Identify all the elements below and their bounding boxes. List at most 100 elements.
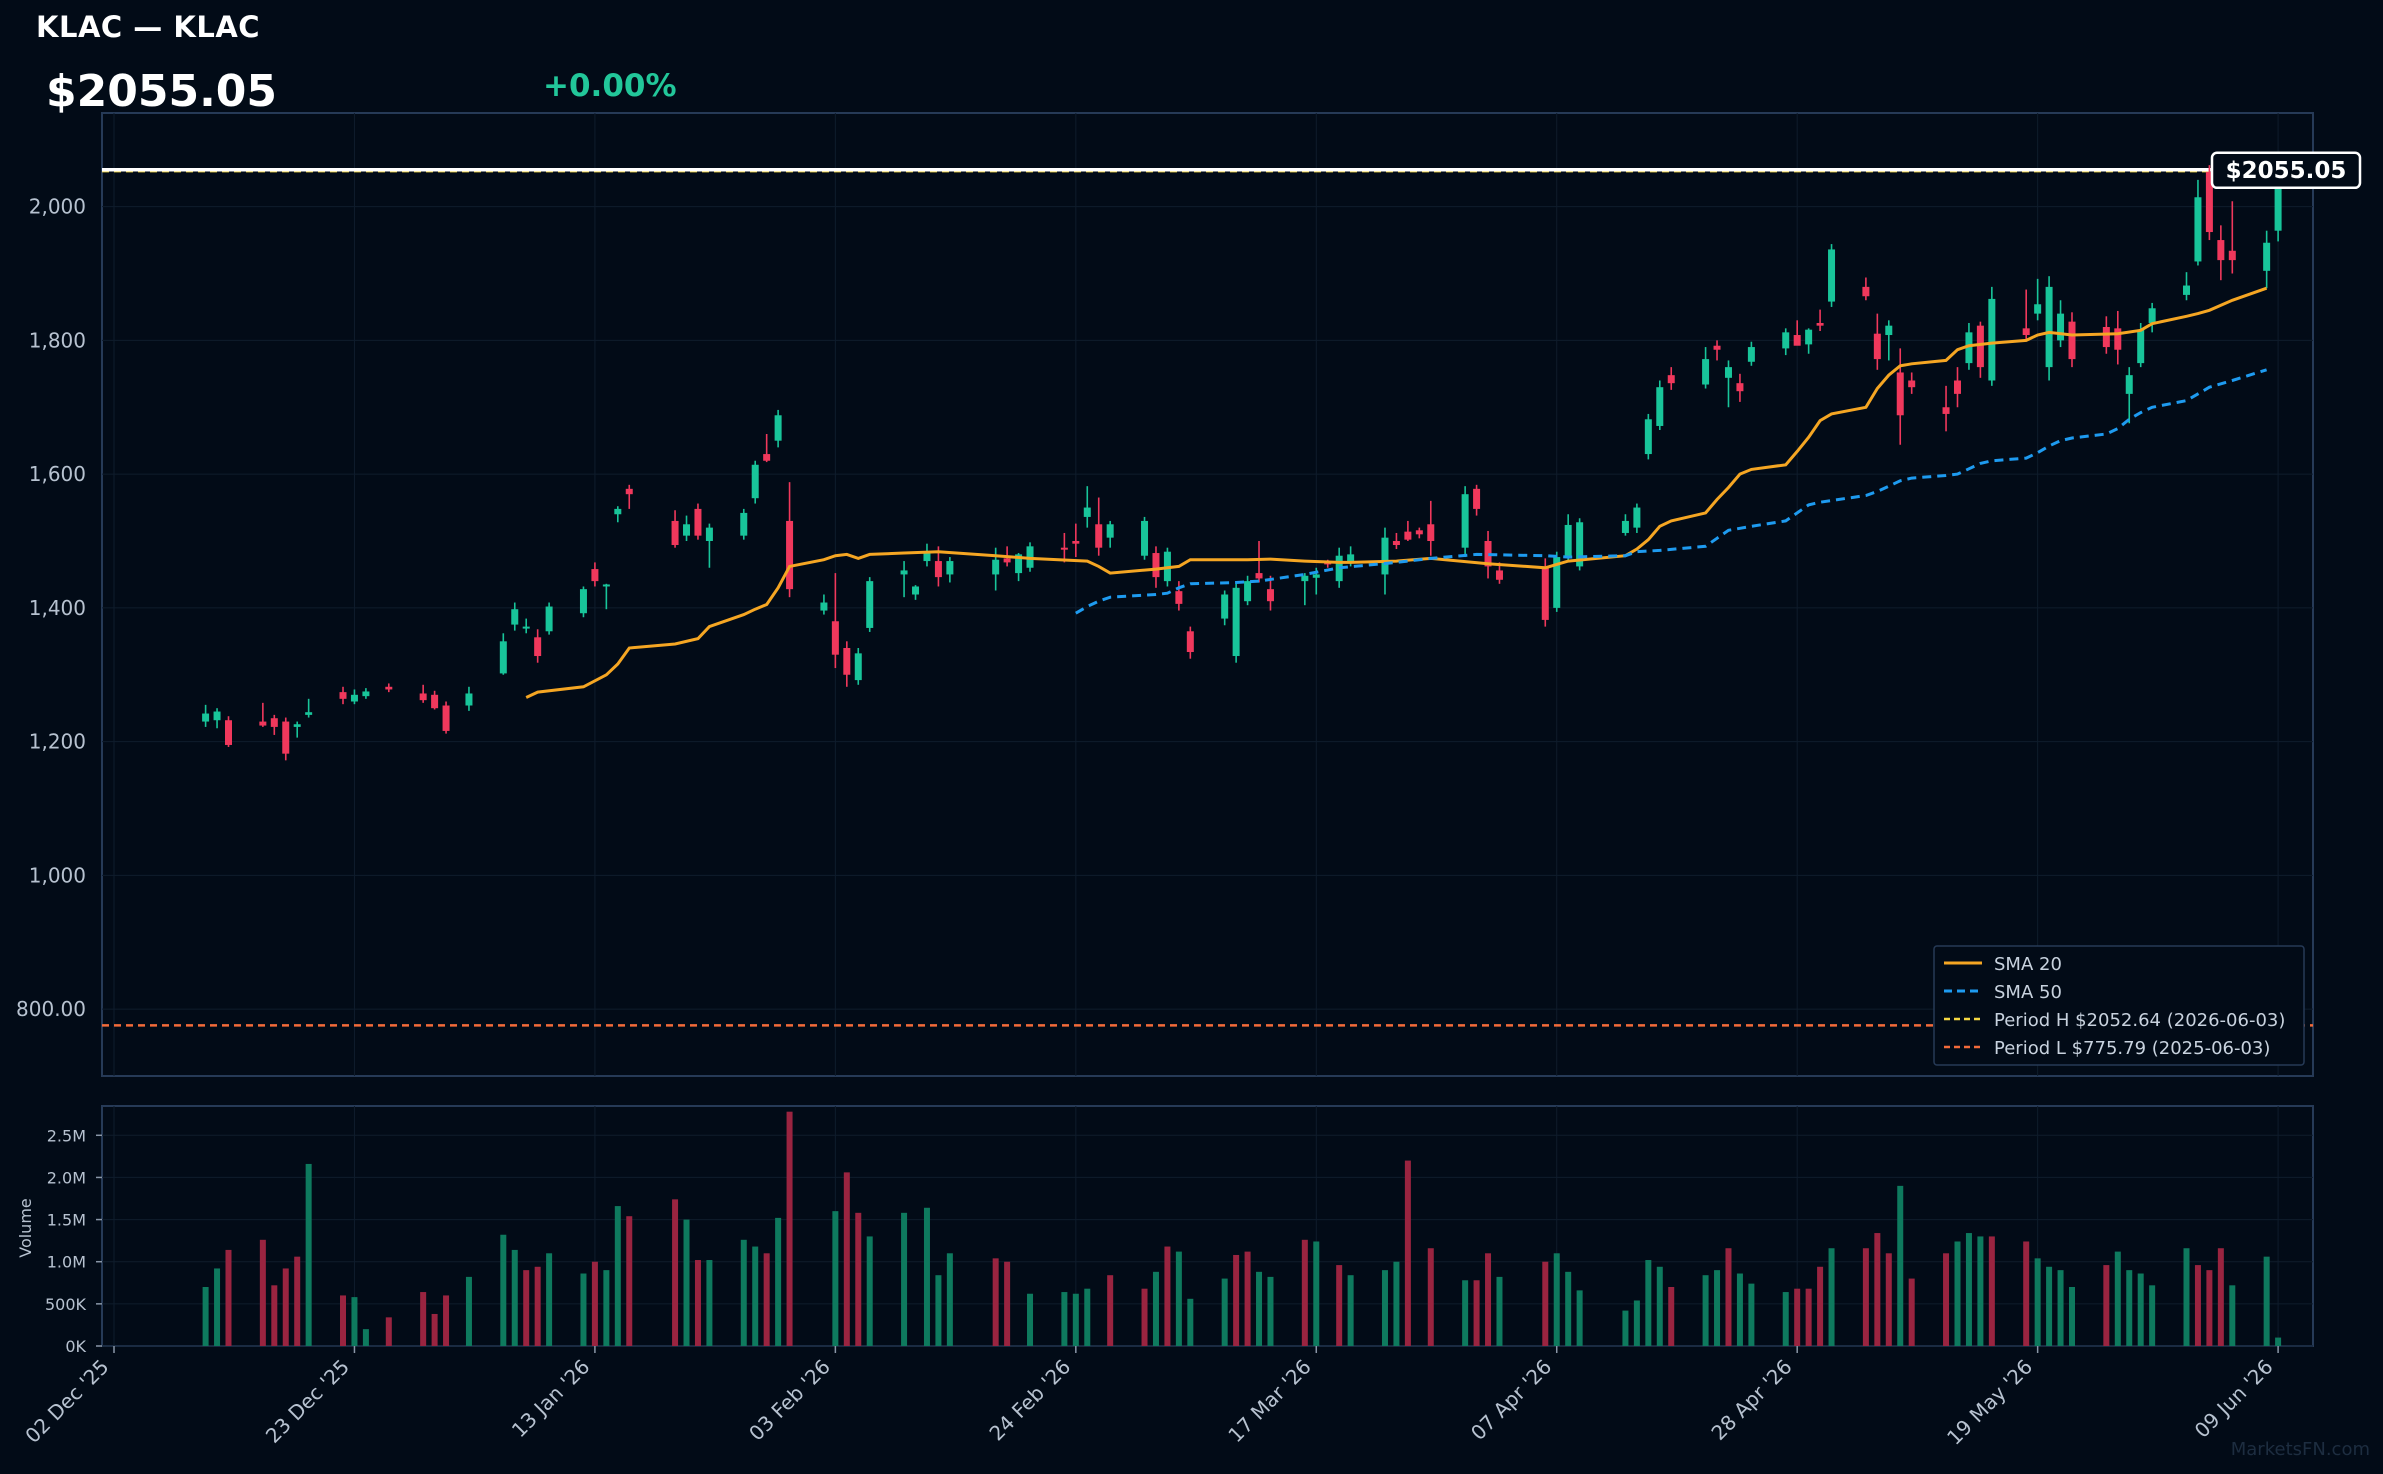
candle-body: [2068, 321, 2076, 360]
candle-body: [2137, 329, 2145, 364]
candle-body: [705, 527, 713, 541]
volume-bar: [626, 1216, 633, 1346]
candle-body: [1713, 345, 1721, 350]
volume-bar: [1656, 1266, 1663, 1346]
candle-body: [1896, 372, 1904, 416]
volume-bar: [2057, 1270, 2064, 1346]
candle-body: [1667, 375, 1675, 384]
volume-bar: [1187, 1298, 1194, 1346]
volume-bars: [202, 1111, 2282, 1346]
volume-bar: [752, 1246, 759, 1346]
volume-bar: [923, 1207, 930, 1346]
candle-body: [2045, 286, 2053, 368]
volume-y-tick-label: 2.0M: [47, 1168, 86, 1187]
volume-bar: [1347, 1275, 1354, 1346]
watermark: MarketsFN.com: [2231, 1439, 2370, 1460]
candle-body: [946, 561, 954, 575]
chart-title: KLAC — KLAC: [36, 10, 261, 44]
candle-body: [1885, 325, 1893, 336]
candle-body: [923, 553, 931, 562]
candle-body: [774, 415, 782, 441]
volume-bar: [1233, 1254, 1240, 1346]
candle-body: [2125, 375, 2133, 394]
volume-bar: [362, 1329, 369, 1346]
legend-label-sma20: SMA 20: [1994, 954, 2062, 975]
volume-bar: [1908, 1278, 1915, 1346]
volume-bar: [672, 1199, 679, 1346]
legend-box: [1933, 945, 2305, 1066]
candle-body: [1564, 524, 1572, 558]
candle-body: [2022, 328, 2030, 336]
x-tick-label: 28 Apr '26: [1706, 1355, 1796, 1445]
volume-bar: [1576, 1290, 1583, 1346]
volume-bar: [786, 1111, 793, 1346]
candle-body: [225, 720, 233, 745]
candle-body: [900, 570, 908, 575]
candle-body: [202, 713, 210, 722]
candle-body: [1141, 520, 1149, 556]
candle-body: [934, 561, 942, 578]
volume-bar: [523, 1270, 530, 1346]
volume-bar: [1496, 1276, 1503, 1346]
volume-bar: [1393, 1261, 1400, 1346]
volume-bar: [1244, 1251, 1251, 1346]
candle-body: [1060, 547, 1068, 550]
candle-body: [1106, 524, 1114, 538]
candle-body: [2263, 242, 2271, 271]
candle-body: [671, 520, 679, 546]
price-change: +0.00%: [543, 68, 677, 104]
volume-bar: [1977, 1236, 1984, 1346]
price-plot-frame: [101, 112, 2314, 1077]
candle-body: [1862, 286, 1870, 297]
volume-bar: [225, 1249, 232, 1346]
volume-bar: [1736, 1273, 1743, 1346]
candle-body: [1541, 567, 1549, 620]
candle-body: [545, 606, 553, 632]
x-tick-label: 17 Mar '26: [1223, 1355, 1316, 1448]
volume-bar: [1221, 1278, 1228, 1346]
volume-bar: [2275, 1337, 2282, 1346]
candle-body: [602, 584, 610, 587]
candle-body: [2148, 308, 2156, 323]
volume-bar: [706, 1260, 713, 1346]
volume-bar: [511, 1249, 518, 1346]
volume-bar: [443, 1295, 450, 1346]
candle-body: [854, 653, 862, 681]
price-y-tick-label: 2,000: [29, 195, 86, 219]
volume-bar: [2263, 1256, 2270, 1346]
candle-body: [1175, 591, 1183, 604]
candle-body: [1347, 554, 1355, 562]
volume-bar: [2068, 1287, 2075, 1346]
candle-body: [339, 692, 347, 699]
volume-bar: [1725, 1248, 1732, 1346]
volume-bar: [2149, 1285, 2156, 1346]
volume-bar: [614, 1206, 621, 1346]
candle-body: [2034, 304, 2042, 314]
x-tick-label: 07 Apr '26: [1466, 1355, 1556, 1445]
candle-body: [786, 520, 794, 590]
candle-body: [866, 581, 874, 628]
volume-bar: [2034, 1258, 2041, 1346]
candle-body: [1301, 575, 1309, 582]
candle-body: [293, 724, 301, 727]
candle-body: [1805, 329, 1813, 345]
volume-bar: [935, 1275, 942, 1346]
volume-bar: [534, 1266, 541, 1346]
volume-bar: [591, 1261, 598, 1346]
candle-body: [1072, 541, 1080, 544]
volume-bar: [683, 1219, 690, 1346]
candle-body: [591, 569, 599, 582]
volume-bar: [1885, 1253, 1892, 1346]
volume-bar: [740, 1239, 747, 1346]
legend-label-period-low: Period L $775.79 (2025-06-03): [1994, 1038, 2270, 1059]
volume-bar: [2137, 1273, 2144, 1346]
volume-bar: [1714, 1270, 1721, 1346]
volume-bar: [1988, 1236, 1995, 1346]
price-y-tick-label: 1,600: [29, 462, 86, 486]
volume-bar: [1645, 1260, 1652, 1346]
price-y-tick-label: 1,400: [29, 596, 86, 620]
current-price: $2055.05: [46, 66, 278, 117]
candle-body: [1782, 332, 1790, 349]
last-price-tag-text: $2055.05: [2226, 158, 2347, 184]
candle-body: [2102, 327, 2110, 348]
